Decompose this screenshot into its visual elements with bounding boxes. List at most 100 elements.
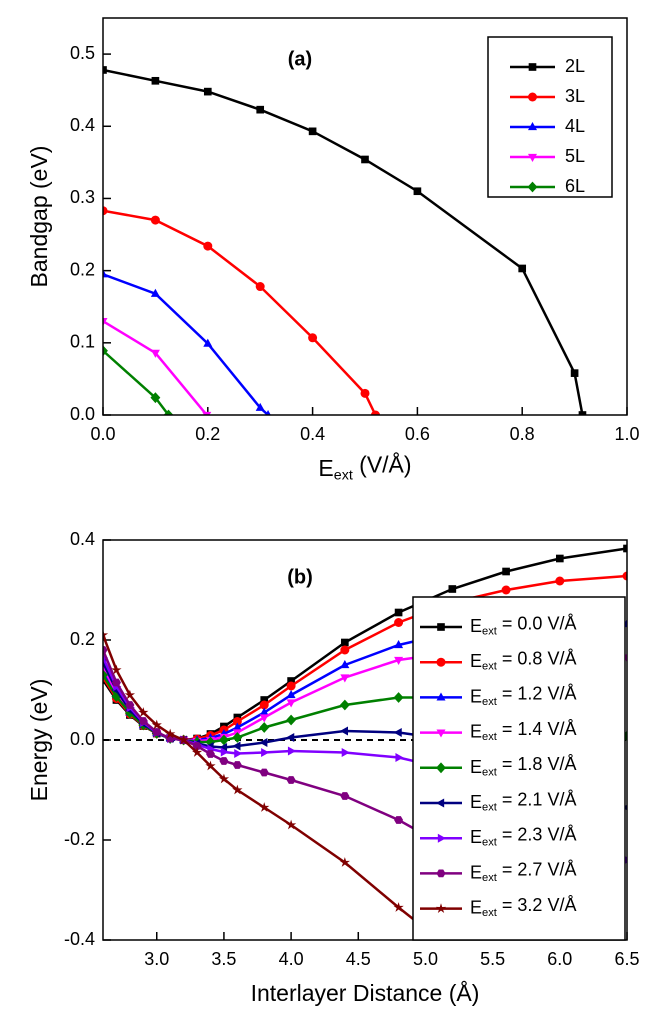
marker	[261, 748, 270, 757]
legend-box	[487, 36, 613, 198]
legend-marker	[436, 869, 446, 878]
marker	[150, 215, 160, 225]
legend-marker	[436, 657, 446, 667]
legend-label: Eext = 2.7 V/Å	[470, 859, 576, 883]
y-axis-label: Bandgap (eV)	[26, 146, 52, 288]
marker	[150, 288, 160, 297]
legend-label-part: ext	[482, 625, 498, 637]
legend-label: Eext = 2.1 V/Å	[470, 789, 576, 813]
legend-marker	[436, 798, 445, 808]
marker	[308, 333, 318, 343]
marker	[341, 638, 349, 647]
y-axis-label: Energy (eV)	[26, 679, 52, 802]
legend-label-part: = 0.8 V/Å	[497, 648, 577, 668]
marker	[287, 677, 295, 685]
marker	[370, 410, 380, 415]
series-line	[103, 68, 584, 415]
marker	[163, 409, 174, 415]
legend-marker	[528, 92, 537, 102]
marker	[394, 816, 404, 824]
marker	[151, 76, 160, 85]
marker	[205, 736, 216, 748]
x-tick-label: 6.5	[614, 949, 639, 969]
plot-frame	[102, 17, 628, 416]
marker	[255, 402, 265, 411]
marker	[555, 554, 564, 563]
marker	[502, 567, 510, 576]
marker	[178, 734, 189, 745]
marker	[151, 719, 162, 730]
legend-label-part: ext	[482, 766, 498, 778]
marker	[165, 728, 176, 739]
marker	[259, 722, 270, 733]
marker	[394, 640, 404, 649]
marker	[578, 411, 587, 415]
marker	[111, 678, 121, 687]
marker	[447, 945, 457, 955]
series-line	[103, 209, 377, 415]
legend-label-part: = 1.2 V/Å	[497, 683, 577, 703]
marker	[394, 656, 404, 665]
marker	[218, 734, 229, 746]
legend-label-part: E	[470, 862, 482, 882]
marker	[234, 749, 243, 758]
legend-marker	[436, 729, 446, 738]
marker	[286, 776, 296, 784]
legend-marker	[436, 762, 446, 774]
marker	[286, 733, 295, 742]
legend-label-part: ext	[482, 696, 498, 708]
marker	[232, 784, 243, 795]
x-axis-label: Eext (V/Å)	[318, 451, 411, 484]
legend-label-part: = 2.1 V/Å	[497, 789, 577, 809]
y-tick-label: 0.0	[70, 729, 95, 749]
x-tick-label: 5.5	[480, 949, 505, 969]
y-tick-label: -0.4	[64, 929, 95, 949]
marker	[124, 689, 136, 700]
x-tick-label: 0.0	[90, 424, 115, 444]
x-tick-label: 0.6	[405, 424, 430, 444]
marker	[393, 692, 404, 703]
legend-marker	[435, 903, 447, 913]
marker	[286, 699, 296, 708]
marker	[259, 802, 270, 812]
series-line	[103, 634, 442, 940]
marker	[103, 629, 109, 640]
marker	[286, 690, 296, 699]
legend-label-part: ext	[482, 661, 498, 673]
legend-label-part: = 2.3 V/Å	[497, 824, 577, 844]
legend-label-part: = 0.0 V/Å	[497, 613, 577, 633]
marker	[340, 674, 350, 683]
marker	[622, 654, 627, 663]
x-tick-label: 6.0	[547, 949, 572, 969]
marker	[103, 345, 108, 357]
legend-label: Eext = 1.2 V/Å	[470, 683, 576, 707]
legend-label: Eext = 1.8 V/Å	[470, 754, 576, 778]
legend-label: Eext = 0.8 V/Å	[470, 648, 576, 672]
marker	[103, 206, 108, 216]
marker	[103, 318, 108, 327]
marker	[361, 155, 369, 164]
marker	[518, 264, 527, 273]
marker	[393, 902, 404, 912]
legend-label-part: E	[470, 686, 482, 706]
marker	[202, 411, 212, 415]
marker	[138, 707, 149, 717]
legend-label: Eext = 0.0 V/Å	[470, 613, 576, 637]
marker	[205, 750, 215, 758]
x-tick-label: 5.0	[413, 949, 438, 969]
x-axis-label-part: ext	[334, 467, 353, 483]
legend-marker	[437, 833, 446, 843]
marker	[152, 728, 162, 736]
x-tick-label: 0.4	[300, 424, 325, 444]
legend-label-part: = 1.8 V/Å	[497, 754, 577, 774]
x-tick-label: 3.5	[211, 949, 236, 969]
marker	[232, 722, 242, 731]
marker	[150, 349, 160, 358]
marker	[340, 660, 350, 669]
legend-label: 2L	[565, 56, 585, 76]
marker	[413, 187, 422, 196]
marker	[259, 768, 269, 777]
marker	[341, 748, 350, 757]
marker	[219, 757, 229, 765]
